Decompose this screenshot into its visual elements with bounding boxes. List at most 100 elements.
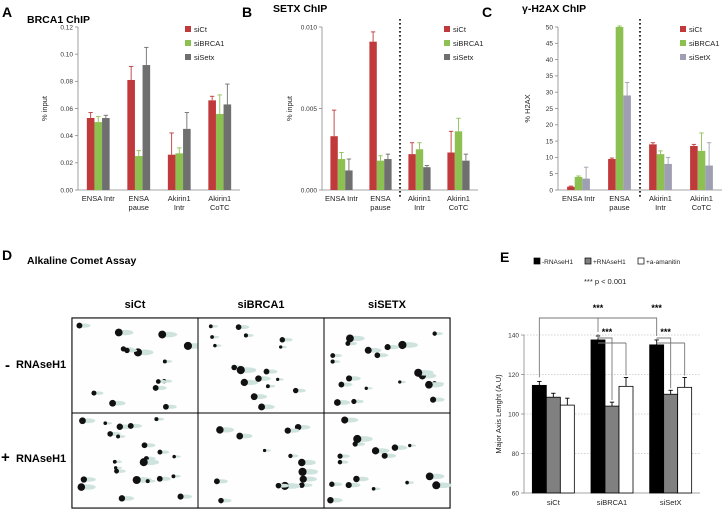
comet-head bbox=[114, 328, 123, 337]
comet-head bbox=[183, 341, 193, 351]
comet-head bbox=[364, 386, 368, 390]
major-axis-ytick-label: 120 bbox=[508, 372, 519, 379]
comet-head bbox=[279, 337, 286, 343]
gamma-h2ax-chip-legend-swatch bbox=[680, 54, 686, 60]
comet-head bbox=[408, 443, 412, 448]
comet-col-header-1: siCt bbox=[125, 299, 146, 311]
major-axis-ytick-label: 100 bbox=[508, 411, 519, 418]
comet-image-cell bbox=[323, 317, 451, 414]
comet-head bbox=[154, 417, 159, 422]
comet-head bbox=[77, 483, 86, 491]
comet-head bbox=[216, 426, 224, 434]
comet-head bbox=[345, 481, 352, 489]
comet-head bbox=[279, 345, 283, 349]
brca1-chip-title: BRCA1 ChIP bbox=[27, 14, 90, 26]
comet-cell-border bbox=[323, 412, 451, 509]
comet-head bbox=[152, 384, 159, 391]
comet-head bbox=[155, 379, 161, 384]
brca1-chip-bar-sibrca1 bbox=[94, 122, 103, 190]
comet-head bbox=[262, 448, 267, 453]
significance-stars: *** bbox=[593, 303, 604, 313]
gamma-h2ax-chip-legend-label: siCt bbox=[689, 25, 703, 34]
setx-chip-bar-sict bbox=[330, 136, 338, 190]
comet-head bbox=[334, 399, 341, 406]
comet-cell-border bbox=[323, 317, 451, 414]
comet-head bbox=[299, 482, 305, 488]
brca1-chip-bar-sibrca1 bbox=[134, 156, 143, 190]
comet-head bbox=[172, 454, 176, 459]
comet-head bbox=[276, 377, 280, 382]
major-axis-legend-label: +a-amanitin bbox=[646, 259, 681, 266]
brca1-chip-legend-swatch bbox=[185, 54, 191, 60]
major-axis-ytick-label: 140 bbox=[508, 332, 519, 339]
comet-head bbox=[327, 496, 334, 504]
comet-head bbox=[213, 343, 217, 348]
setx-chip-ytick-label: 0.005 bbox=[301, 106, 318, 113]
comet-head bbox=[109, 399, 117, 407]
comet-head bbox=[210, 335, 214, 339]
comet-head bbox=[79, 417, 86, 425]
major-axis-ytick-label: 60 bbox=[512, 490, 520, 497]
comet-head bbox=[208, 324, 213, 329]
comet-head bbox=[162, 359, 167, 364]
comet-image-cell bbox=[323, 412, 452, 509]
setx-chip-category-label: CoTC bbox=[449, 203, 469, 212]
brca1-chip-ytick-label: 0.12 bbox=[60, 24, 73, 31]
comet-image-cell bbox=[197, 317, 325, 414]
major-axis-bar-rnaseh1 bbox=[531, 384, 547, 494]
comet-head bbox=[288, 453, 293, 459]
gamma-h2ax-chip-legend-swatch bbox=[680, 40, 686, 46]
comet-head bbox=[275, 482, 282, 489]
comet-head bbox=[381, 452, 388, 459]
brca1-chip-legend-label: siBRCA1 bbox=[194, 39, 224, 48]
gamma-h2ax-chip-y-label: % H2AX bbox=[523, 94, 532, 122]
brca1-chip-category-label: CoTC bbox=[210, 203, 230, 212]
gamma-h2ax-chip-bar-sict bbox=[608, 159, 616, 190]
comet-image-cell bbox=[71, 317, 204, 414]
setx-chip-category-label: ENSA bbox=[370, 194, 390, 203]
comet-row-label-1: RNAseH1 bbox=[16, 359, 66, 371]
comet-head bbox=[236, 366, 245, 375]
comet-head bbox=[432, 331, 437, 336]
setx-chip-category-label: Akirin1 bbox=[447, 194, 470, 203]
brca1-chip-ytick-label: 0.02 bbox=[60, 160, 73, 167]
comet-assay-panel: Alkaline Comet Assay siCt siBRCA1 siSETX… bbox=[1, 255, 452, 509]
major-axis-legend-swatch bbox=[584, 257, 592, 265]
major-axis-category-label: siCt bbox=[547, 498, 561, 507]
major-axis-bar-rnaseh1 bbox=[604, 405, 620, 494]
brca1-chip-bar-sibrca1 bbox=[215, 113, 224, 190]
gamma-h2ax-chip-chart: γ-H2AX ChIP 0 5 10 15 20 25 30 35 40 45 50 % H2AX ENS… bbox=[522, 3, 722, 212]
gamma-h2ax-chip-bar-sict bbox=[690, 145, 698, 190]
comet-head bbox=[171, 474, 176, 479]
comet-head bbox=[236, 432, 244, 440]
comet-row-label-2: RNAseH1 bbox=[16, 453, 66, 465]
setx-chip-chart: SETX ChIP 0.000 0.005 0.010 % input ENSA Intr… bbox=[273, 3, 483, 212]
gamma-h2ax-chip-legend-label: siBRCA1 bbox=[689, 39, 719, 48]
comet-head bbox=[405, 480, 409, 485]
comet-head bbox=[330, 353, 336, 359]
comet-head bbox=[243, 333, 248, 338]
gamma-h2ax-chip-bar-sibrca1 bbox=[697, 150, 706, 190]
comet-col-header-3: siSETX bbox=[368, 299, 407, 311]
comet-head bbox=[292, 387, 299, 394]
major-axis-legend-swatch bbox=[533, 257, 541, 265]
comet-head bbox=[157, 449, 163, 455]
brca1-chip-bar-sict bbox=[208, 100, 216, 190]
major-axis-bar-aamanitin bbox=[677, 386, 693, 494]
comet-head bbox=[432, 481, 441, 490]
comet-head bbox=[139, 458, 148, 467]
setx-chip-legend-label: siCt bbox=[453, 25, 467, 34]
comet-head bbox=[284, 427, 291, 434]
setx-chip-bar-sisetx bbox=[384, 159, 392, 190]
brca1-chip-bar-sisetx bbox=[142, 65, 151, 190]
major-axis-bar-aamanitin bbox=[618, 385, 634, 494]
gamma-h2ax-chip-category-label: Intr bbox=[655, 203, 666, 212]
setx-chip-category-label: ENSA Intr bbox=[325, 194, 358, 203]
setx-chip-legend-swatch bbox=[444, 54, 450, 60]
comet-head bbox=[116, 423, 124, 430]
gamma-h2ax-chip-category-label: Akirin1 bbox=[649, 194, 672, 203]
comet-head bbox=[414, 368, 423, 377]
comet-head bbox=[364, 346, 372, 354]
brca1-chip-bar-sisetx bbox=[102, 118, 110, 190]
significance-stars: *** bbox=[651, 303, 662, 313]
